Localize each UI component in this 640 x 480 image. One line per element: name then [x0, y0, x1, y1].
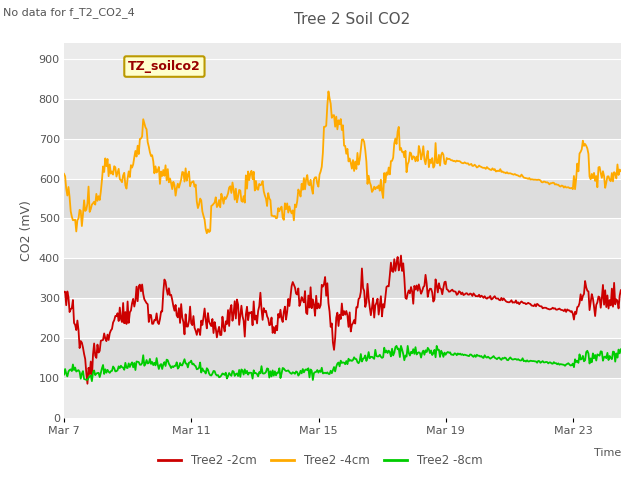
- Legend: Tree2 -2cm, Tree2 -4cm, Tree2 -8cm: Tree2 -2cm, Tree2 -4cm, Tree2 -8cm: [153, 449, 487, 472]
- Bar: [64, 258, 621, 298]
- Bar: [64, 59, 621, 99]
- Bar: [64, 338, 621, 378]
- Text: Tree 2 Soil CO2: Tree 2 Soil CO2: [294, 12, 410, 27]
- Text: Time: Time: [593, 447, 621, 457]
- Text: TZ_soilco2: TZ_soilco2: [128, 60, 201, 73]
- Y-axis label: CO2 (mV): CO2 (mV): [20, 200, 33, 261]
- Bar: [64, 378, 621, 418]
- Bar: [64, 298, 621, 338]
- Text: No data for f_T2_CO2_4: No data for f_T2_CO2_4: [3, 7, 135, 18]
- Bar: [64, 99, 621, 139]
- Bar: [64, 218, 621, 258]
- Bar: [64, 179, 621, 218]
- Bar: [64, 139, 621, 179]
